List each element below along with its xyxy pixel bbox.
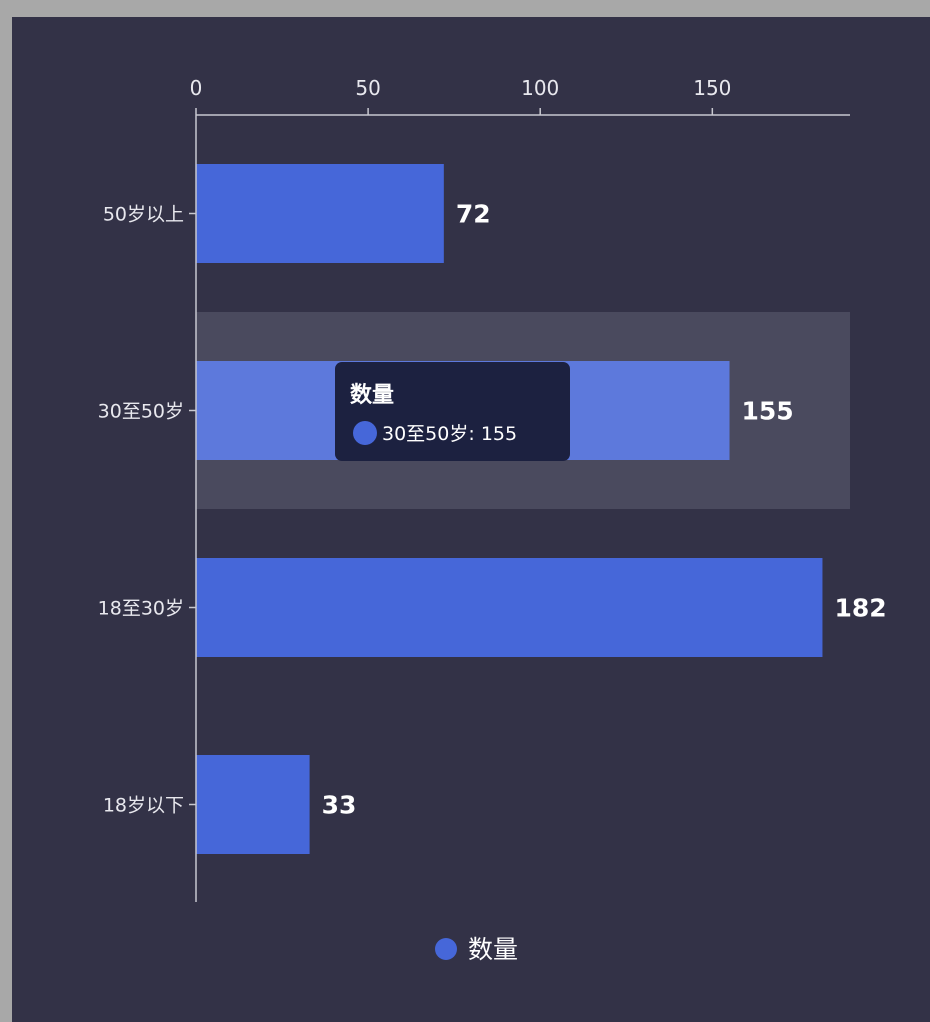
x-tick-labels: 0 50 100 150 bbox=[190, 76, 731, 115]
bar-3[interactable] bbox=[196, 755, 310, 854]
x-tick-label: 150 bbox=[693, 76, 731, 100]
bar-0[interactable] bbox=[196, 164, 444, 263]
data-label: 155 bbox=[742, 397, 794, 426]
tooltip-separator: : bbox=[468, 423, 480, 445]
x-tick-label: 100 bbox=[521, 76, 559, 100]
y-category-labels: 50岁以上 30至50岁 18至30岁 18岁以下 bbox=[98, 204, 196, 817]
legend-marker-icon[interactable] bbox=[435, 938, 457, 960]
tooltip-value: 155 bbox=[481, 423, 517, 445]
category-label: 18岁以下 bbox=[103, 795, 184, 817]
bars-layer bbox=[196, 164, 823, 854]
tooltip-marker-icon bbox=[353, 421, 377, 445]
bar-2[interactable] bbox=[196, 558, 823, 657]
x-tick-label: 50 bbox=[355, 76, 380, 100]
bar-chart: 0 50 100 150 50岁以上 30至50岁 18至30岁 18岁以下 72 155 18… bbox=[98, 76, 887, 964]
tooltip-title: 数量 bbox=[350, 382, 394, 408]
data-label: 182 bbox=[834, 594, 886, 623]
tooltip-box bbox=[335, 362, 570, 461]
data-label: 33 bbox=[322, 791, 357, 820]
axes-layer bbox=[195, 114, 850, 902]
legend[interactable]: 数量 bbox=[435, 935, 518, 964]
chart-panel: 0 50 100 150 50岁以上 30至50岁 18至30岁 18岁以下 72 155 18… bbox=[12, 17, 930, 1022]
legend-label[interactable]: 数量 bbox=[468, 935, 518, 964]
category-label: 30至50岁 bbox=[98, 401, 184, 423]
category-label: 50岁以上 bbox=[103, 204, 184, 226]
x-tick-label: 0 bbox=[190, 76, 203, 100]
value-labels: 72 155 182 33 bbox=[322, 200, 887, 820]
category-label: 18至30岁 bbox=[98, 598, 184, 620]
data-label: 72 bbox=[456, 200, 491, 229]
tooltip-category: 30至50岁 bbox=[382, 423, 468, 445]
tooltip-value-text: 30至50岁: 155 bbox=[382, 423, 517, 445]
tooltip: 数量 30至50岁: 155 bbox=[335, 362, 570, 461]
